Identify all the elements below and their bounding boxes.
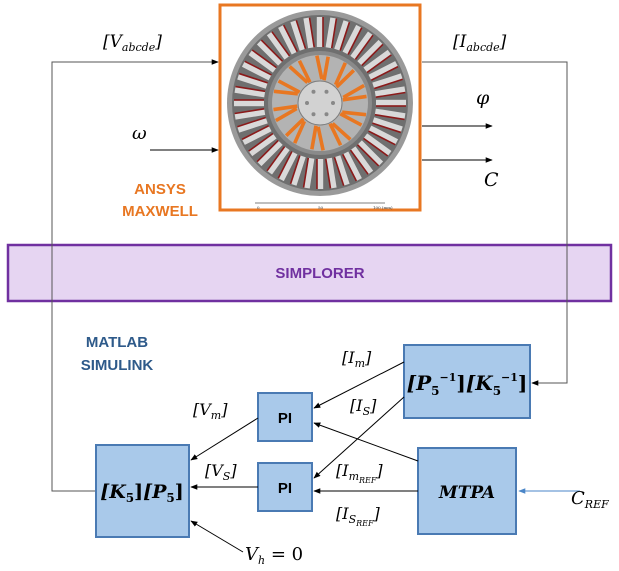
vh-label: Vh = 0 <box>245 544 303 567</box>
simulink-label: SIMULINK <box>81 357 154 374</box>
vm-arrow <box>190 417 259 461</box>
forward-transform-label: [K5][P5] <box>100 481 184 505</box>
c-ref-label: CREF <box>571 488 609 511</box>
v-abcde-line <box>51 59 219 492</box>
pi-top-label: PI <box>278 410 292 427</box>
vm-label: [Vm] <box>193 400 228 422</box>
i-abcde-label: [Iabcde] <box>453 32 507 54</box>
motor-cross-section-icon <box>227 10 413 196</box>
im-ref-label: [ImREF] <box>336 461 383 485</box>
mtpa-block <box>417 447 517 535</box>
ansys-label: ANSYS <box>134 181 186 198</box>
i-abcde-line <box>422 61 568 386</box>
maxwell-label: MAXWELL <box>122 203 198 220</box>
pi-bottom-block <box>257 462 313 512</box>
matlab-label: MATLAB <box>86 334 148 351</box>
scale-tick-50: 50 <box>318 205 324 210</box>
mtpa-label: MTPA <box>438 483 495 503</box>
simplorer-label: SIMPLORER <box>275 265 364 282</box>
phi-label: φ <box>476 87 490 109</box>
inverse-transform-label: [P5−1][K5−1] <box>407 371 528 398</box>
im-arrow <box>313 361 405 409</box>
scale-tick-0: 0 <box>257 205 260 210</box>
v-abcde-label: [Vabcde] <box>103 32 162 54</box>
vh-arrow <box>190 520 244 553</box>
scale-tick-100: 100 (mm) <box>373 205 393 210</box>
inverse-transform-block <box>403 344 531 419</box>
forward-transform-block <box>95 444 190 538</box>
is-ref-label: [ISREF] <box>336 504 381 528</box>
pi-top-block <box>257 392 313 442</box>
pi-bottom-label: PI <box>278 480 292 497</box>
omega-label: ω <box>132 123 147 144</box>
is-label: [IS] <box>350 396 377 418</box>
vs-label: [VS] <box>205 461 237 483</box>
is-arrow <box>313 396 405 479</box>
im-label: [Im] <box>342 348 372 370</box>
torque-label: C <box>484 169 499 191</box>
im-ref-arrow <box>313 422 419 462</box>
simplorer-bar <box>6 243 613 303</box>
